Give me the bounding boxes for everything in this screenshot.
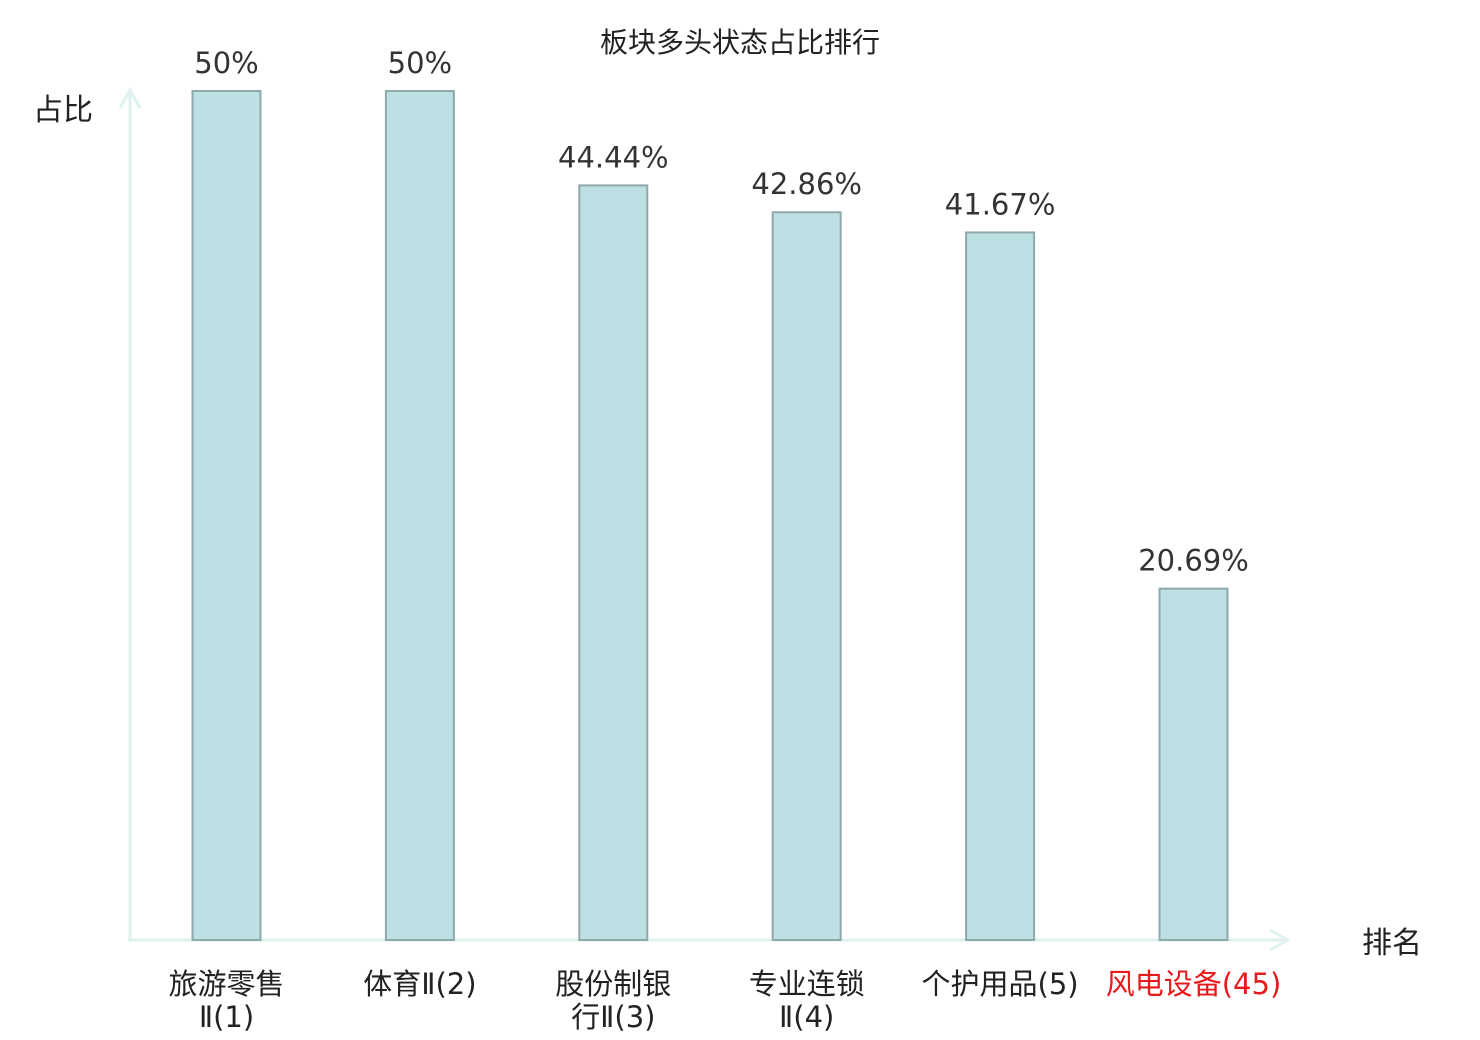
y-axis-arrow	[118, 86, 142, 109]
bars-group	[191, 90, 1229, 942]
y-axis-title: 占比	[33, 93, 93, 128]
category-label: 体育Ⅱ(2)	[363, 967, 476, 1001]
category-label-line: Ⅱ(4)	[779, 1000, 834, 1034]
x-axis-arrow	[1269, 928, 1292, 952]
category-label-line: 体育Ⅱ(2)	[363, 967, 476, 1001]
chart-title: 板块多头状态占比排行	[600, 26, 880, 59]
category-label-line: 旅游零售	[168, 967, 284, 1001]
category-label: 专业连锁 Ⅱ(4)	[749, 967, 865, 1034]
category-label-line: 专业连锁	[749, 967, 865, 1001]
category-label: 旅游零售 Ⅱ(1)	[168, 967, 284, 1034]
value-label: 41.67%	[945, 187, 1056, 221]
bar	[384, 90, 455, 941]
value-label: 50%	[194, 46, 258, 80]
value-label: 44.44%	[558, 140, 669, 174]
x-axis-title: 排名	[1362, 926, 1422, 961]
value-label: 50%	[388, 46, 452, 80]
category-label: 个护用品(5)	[922, 967, 1079, 1001]
value-label: 20.69%	[1138, 544, 1249, 578]
value-labels-group: 50% 50% 44.44% 42.86% 41.67% 20.69%	[194, 46, 1249, 578]
value-label: 42.86%	[751, 167, 862, 201]
category-label-line: 风电设备(45)	[1106, 967, 1282, 1001]
category-labels-group: 旅游零售 Ⅱ(1) 体育Ⅱ(2) 股份制银行Ⅱ(3) 专业连锁 Ⅱ(4) 个护用品(5) 风电…	[168, 967, 1281, 1034]
category-label-line: Ⅱ(1)	[199, 1000, 254, 1034]
category-label: 股份制银行Ⅱ(3)	[555, 967, 671, 1034]
category-label-line: 个护用品(5)	[922, 967, 1079, 1001]
category-label: 风电设备(45)	[1106, 967, 1282, 1001]
bar	[771, 211, 842, 942]
category-label-line: 行Ⅱ(3)	[571, 1000, 655, 1034]
bar	[191, 90, 262, 941]
category-label-line: 股份制银	[555, 967, 671, 1001]
bar	[965, 231, 1036, 941]
bar	[578, 184, 649, 941]
bar	[1158, 587, 1229, 941]
